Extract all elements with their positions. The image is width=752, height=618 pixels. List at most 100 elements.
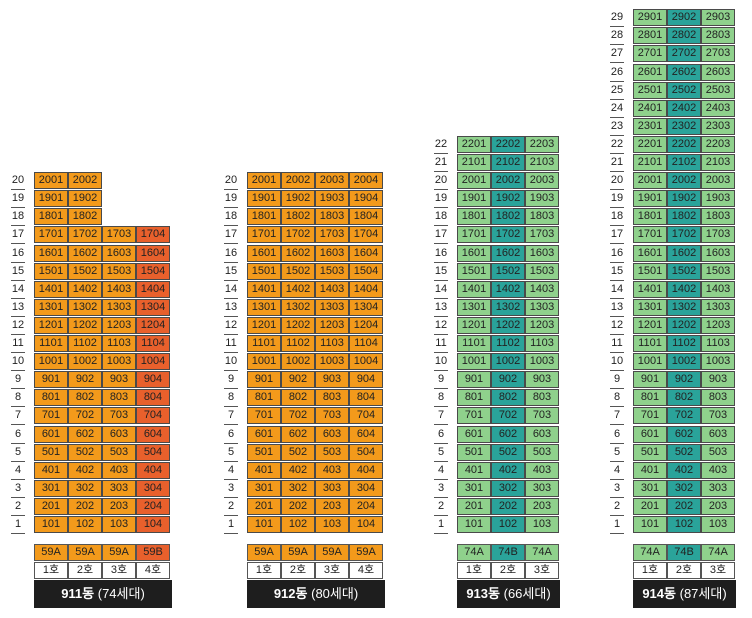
line-name-cell: 1호 (34, 562, 68, 579)
unit-cell: 1602 (491, 244, 525, 262)
unit-cell: 301 (34, 479, 68, 497)
building-name: 911동 (61, 586, 95, 601)
floor-number: 20 (434, 172, 448, 191)
unit-cell: 701 (34, 407, 68, 425)
floor-number: 6 (610, 426, 624, 444)
unit-cell: 301 (247, 479, 281, 497)
unit-cell: 2102 (667, 154, 701, 171)
unit-cell: 2303 (701, 117, 735, 135)
unit-cell: 801 (247, 389, 281, 407)
floor-number: 12 (434, 317, 448, 335)
unit-cell: 602 (667, 425, 701, 443)
floor-number: 14 (11, 281, 25, 299)
floor-number: 15 (11, 263, 25, 281)
unit-cell: 1001 (247, 353, 281, 371)
unit-cell: 602 (491, 425, 525, 443)
unit-cell: 404 (349, 461, 383, 479)
unit-cell: 2703 (701, 45, 735, 63)
unit-cell: 601 (34, 425, 68, 443)
floor-number: 18 (610, 208, 624, 227)
unit-cell: 1601 (633, 244, 667, 262)
floor-number: 16 (11, 245, 25, 263)
floor-number: 7 (11, 407, 25, 426)
unit-cell: 2601 (633, 63, 667, 81)
unit-cell: 203 (525, 497, 559, 515)
unit-cell: 1304 (136, 298, 170, 316)
floor-number: 22 (610, 136, 624, 154)
unit-cell: 401 (247, 461, 281, 479)
unit-cell: 2301 (633, 117, 667, 135)
floor-number: 17 (434, 226, 448, 245)
unit-cell: 804 (136, 389, 170, 407)
unit-cell: 1703 (102, 226, 136, 244)
unit-cell: 1403 (102, 280, 136, 298)
floor-number: 5 (610, 444, 624, 462)
unit-cell: 1903 (315, 190, 349, 208)
unit-cell: 1504 (349, 262, 383, 280)
unit-cell: 304 (349, 479, 383, 497)
floor-number: 20 (11, 172, 25, 191)
unit-cell: 2203 (701, 135, 735, 153)
unit-cell: 603 (102, 425, 136, 443)
unit-cell: 1204 (136, 316, 170, 334)
unit-cell: 1701 (457, 226, 491, 244)
unit-cell: 601 (457, 425, 491, 443)
unit-cell: 1001 (34, 353, 68, 371)
unit-cell: 1701 (34, 226, 68, 244)
unit-cell: 1604 (136, 244, 170, 262)
unit-cell: 1903 (701, 190, 735, 208)
unit-cell: 1202 (281, 316, 315, 334)
unit-cell: 1501 (633, 262, 667, 280)
unit-cell: 1401 (457, 280, 491, 298)
floor-number: 23 (610, 118, 624, 136)
unit-cell: 1102 (667, 335, 701, 352)
line-name-cell: 2호 (68, 562, 102, 579)
unit-cell: 1702 (667, 226, 701, 244)
unit-cell: 801 (457, 389, 491, 407)
floor-number: 20 (610, 172, 624, 191)
unit-cell: 1502 (491, 262, 525, 280)
unit-type-cell: 74B (491, 544, 525, 561)
floor-number: 25 (610, 82, 624, 100)
unit-cell: 104 (136, 516, 170, 533)
unit-cell: 1601 (457, 244, 491, 262)
line-name-cell: 4호 (136, 562, 170, 579)
unit-cell: 1003 (701, 353, 735, 371)
unit-cell: 203 (102, 497, 136, 515)
unit-cell: 1203 (315, 316, 349, 334)
unit-cell: 2501 (633, 81, 667, 99)
unit-cell: 302 (491, 479, 525, 497)
unit-cell: 2502 (667, 81, 701, 99)
unit-cell: 803 (315, 389, 349, 407)
unit-cell: 1403 (701, 280, 735, 298)
floor-number: 14 (434, 281, 448, 299)
unit-cell: 1501 (34, 262, 68, 280)
unit-cell: 1302 (68, 298, 102, 316)
unit-cell: 1002 (68, 353, 102, 371)
unit-cell: 703 (315, 407, 349, 425)
unit-cell: 1103 (315, 335, 349, 352)
unit-cell: 603 (701, 425, 735, 443)
line-name-cell: 1호 (247, 562, 281, 579)
unit-cell: 503 (701, 443, 735, 461)
unit-cell: 1503 (525, 262, 559, 280)
unit-cell: 1402 (281, 280, 315, 298)
unit-cell: 302 (281, 479, 315, 497)
unit-cell: 604 (136, 425, 170, 443)
unit-cell: 504 (136, 443, 170, 461)
floor-number: 9 (224, 371, 238, 390)
unit-cell: 2202 (491, 135, 525, 153)
unit-cell: 202 (281, 497, 315, 515)
unit-cell: 703 (701, 407, 735, 425)
unit-cell: 303 (701, 479, 735, 497)
unit-cell: 1804 (349, 208, 383, 226)
unit-cell: 201 (34, 497, 68, 515)
unit-cell: 1202 (491, 316, 525, 334)
unit-cell: 1402 (68, 280, 102, 298)
unit-cell: 303 (315, 479, 349, 497)
floor-number: 20 (224, 172, 238, 191)
unit-cell: 902 (68, 371, 102, 389)
line-name-cell: 3호 (102, 562, 136, 579)
unit-cell: 1803 (701, 208, 735, 226)
unit-cell: 1902 (491, 190, 525, 208)
